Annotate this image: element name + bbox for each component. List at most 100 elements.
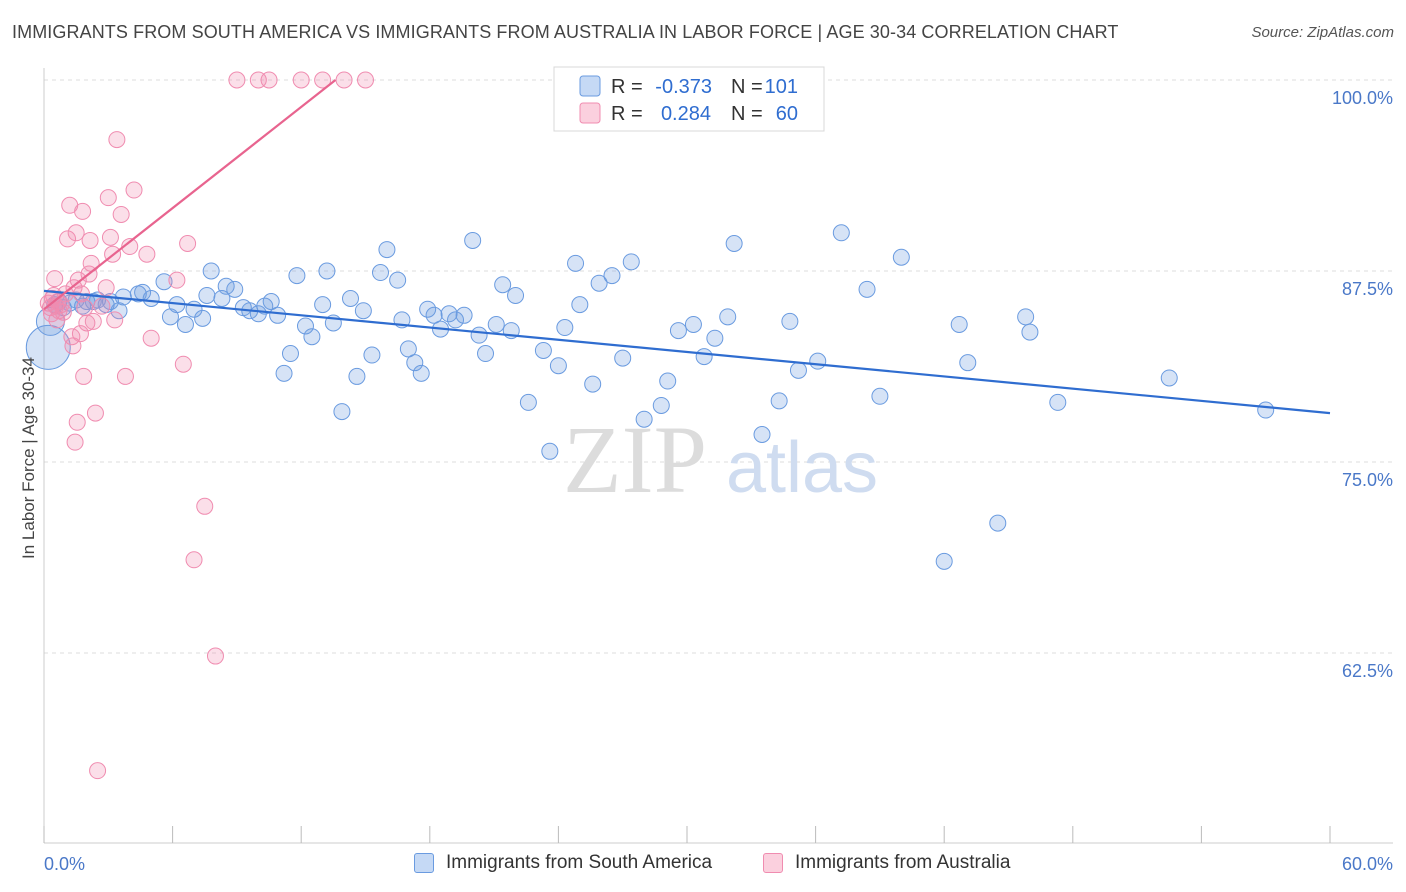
point-south-america — [1257, 401, 1275, 419]
point-australia — [74, 202, 92, 220]
point-australia — [89, 762, 107, 780]
legend-r-value-2: 0.284 — [661, 103, 711, 125]
point-south-america — [412, 364, 430, 382]
data-points — [25, 71, 1275, 780]
point-australia — [179, 234, 197, 252]
point-south-america — [348, 367, 366, 385]
point-south-america — [659, 372, 677, 390]
point-south-america — [198, 286, 216, 304]
point-south-america — [959, 354, 977, 372]
point-south-america — [989, 514, 1007, 532]
point-australia — [228, 71, 246, 89]
point-south-america — [635, 410, 653, 428]
point-south-america — [832, 224, 850, 242]
watermark: ZIP atlas — [563, 406, 878, 513]
y-axis-label: In Labor Force | Age 30-34 — [19, 357, 38, 559]
legend-r-label-1: R = — [611, 76, 643, 98]
point-south-america — [753, 425, 771, 443]
y-tick-label: 87.5% — [1342, 279, 1393, 299]
legend-label: Immigrants from South America — [446, 852, 713, 873]
point-south-america — [1017, 308, 1035, 326]
point-south-america — [378, 241, 396, 259]
point-south-america — [296, 317, 314, 335]
point-south-america — [275, 364, 293, 382]
point-south-america — [603, 267, 621, 285]
legend-swatch-south-america — [579, 75, 601, 97]
point-south-america — [519, 393, 537, 411]
legend-item-south-america: Immigrants from South America — [414, 852, 712, 874]
point-australia — [138, 245, 156, 263]
y-tick-label: 62.5% — [1342, 661, 1393, 681]
point-south-america — [155, 273, 173, 291]
point-south-america — [303, 328, 321, 346]
point-australia — [357, 71, 374, 89]
point-australia — [335, 71, 353, 89]
y-tick-label: 100.0% — [1332, 88, 1393, 108]
point-australia — [68, 413, 86, 431]
point-south-america — [372, 264, 390, 282]
point-australia — [66, 433, 84, 451]
legend-n-label-2: N = — [731, 103, 763, 125]
point-australia — [71, 325, 89, 343]
point-australia — [64, 337, 82, 355]
point-south-america — [262, 293, 280, 311]
watermark-zip: ZIP — [563, 406, 707, 513]
point-australia — [86, 404, 104, 422]
x-tick-max: 60.0% — [1342, 854, 1393, 874]
point-australia — [260, 71, 278, 89]
point-australia — [168, 271, 186, 289]
point-south-america — [281, 345, 299, 363]
point-south-america — [507, 286, 525, 304]
point-south-america — [399, 340, 417, 358]
legend-r-label-2: R = — [611, 103, 643, 125]
point-south-america — [684, 315, 702, 333]
axes — [43, 68, 1393, 844]
point-south-america — [477, 345, 495, 363]
point-south-america — [892, 248, 910, 266]
point-south-america — [425, 306, 443, 324]
point-south-america — [1160, 369, 1178, 387]
point-australia — [196, 497, 214, 515]
correlation-legend: R = -0.373 N = 101 R = 0.284 N = 60 — [553, 66, 825, 132]
point-south-america — [549, 357, 567, 375]
point-south-america — [142, 290, 160, 308]
legend-n-label-1: N = — [731, 76, 763, 98]
point-south-america — [494, 276, 512, 294]
point-australia — [46, 270, 64, 288]
point-australia — [93, 297, 111, 315]
point-australia — [142, 329, 160, 347]
point-australia — [112, 205, 130, 223]
point-south-america — [695, 348, 713, 366]
point-australia — [76, 299, 94, 317]
point-australia — [121, 238, 139, 256]
point-south-america — [652, 396, 670, 414]
point-south-america — [789, 361, 807, 379]
point-south-america — [556, 319, 574, 337]
point-south-america — [110, 302, 128, 320]
point-south-america — [269, 306, 287, 324]
legend-swatch-australia — [579, 102, 601, 124]
trend-line-australia — [43, 79, 337, 311]
point-south-america — [534, 341, 552, 359]
point-south-america — [440, 305, 458, 323]
point-south-america — [622, 253, 640, 271]
point-south-america — [202, 262, 220, 280]
point-south-america — [1021, 323, 1039, 341]
point-south-america — [669, 322, 687, 340]
point-south-america — [770, 392, 788, 410]
point-australia — [174, 355, 192, 373]
point-australia — [106, 311, 124, 329]
point-south-america — [781, 312, 799, 330]
point-south-america — [288, 267, 306, 285]
point-australia — [75, 367, 93, 385]
point-south-america — [464, 231, 482, 249]
point-south-america — [25, 324, 71, 370]
point-australia — [97, 279, 115, 297]
point-south-america — [487, 315, 505, 333]
point-south-america — [406, 354, 424, 372]
point-australia — [78, 314, 96, 332]
point-australia — [125, 181, 143, 199]
watermark-atlas: atlas — [726, 428, 878, 508]
point-south-america — [194, 309, 212, 327]
point-south-america — [719, 308, 737, 326]
